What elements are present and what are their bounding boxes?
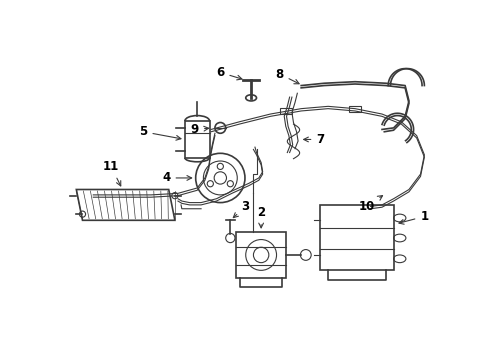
- Text: 2: 2: [257, 206, 265, 228]
- Text: 6: 6: [216, 66, 242, 80]
- Text: 7: 7: [304, 133, 324, 146]
- Text: 5: 5: [139, 125, 181, 140]
- Text: 4: 4: [162, 171, 192, 184]
- Text: 10: 10: [359, 195, 383, 213]
- Text: 9: 9: [191, 123, 209, 136]
- Text: 8: 8: [275, 68, 299, 84]
- Text: 11: 11: [103, 160, 121, 186]
- Text: 1: 1: [399, 210, 428, 224]
- Text: 3: 3: [233, 200, 250, 217]
